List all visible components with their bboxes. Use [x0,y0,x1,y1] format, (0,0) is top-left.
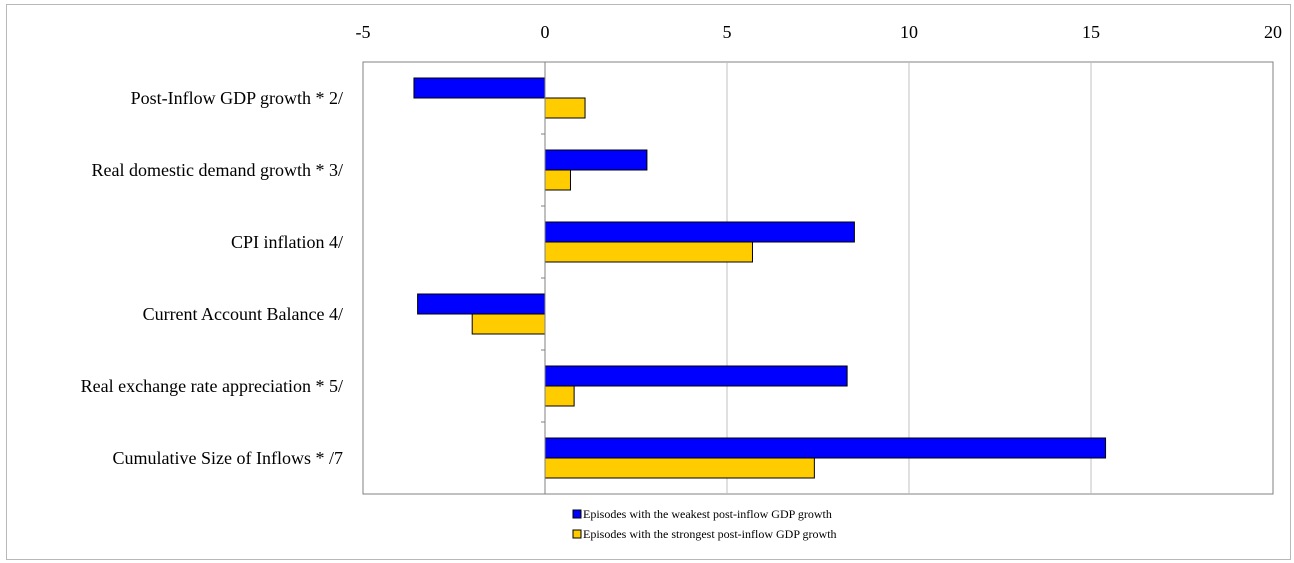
bar-strongest-2 [544,241,753,263]
category-labels: Post-Inflow GDP growth * 2/Real domestic… [81,88,343,468]
legend-label-0: Episodes with the weakest post-inflow GD… [583,507,832,521]
category-label: Real domestic demand growth * 3/ [92,160,343,180]
x-tick-label: 0 [541,22,550,42]
legend-swatch-1 [572,529,582,539]
category-label: Current Account Balance 4/ [143,304,343,324]
x-tick-label: 20 [1264,22,1282,42]
bar-weakest-0 [413,77,546,99]
bar-strongest-4 [544,385,575,407]
bar-strongest-3 [471,313,546,335]
bar-strongest-5 [544,457,815,479]
category-label: CPI inflation 4/ [231,232,343,252]
plot-area [362,61,1274,495]
category-label: Cumulative Size of Inflows * /7 [113,448,343,468]
bars [413,77,1107,479]
legend-label-1: Episodes with the strongest post-inflow … [583,527,837,541]
bar-weakest-1 [544,149,648,171]
x-tick-label: 10 [900,22,918,42]
legend-swatch-0 [572,509,582,519]
x-tick-label: 5 [723,22,732,42]
bar-weakest-2 [544,221,855,243]
x-axis-ticks: -5 0 5 10 15 20 [356,22,1283,42]
bar-strongest-1 [544,169,571,191]
gridlines [726,62,1092,494]
x-tick-label: -5 [356,22,371,42]
category-label: Real exchange rate appreciation * 5/ [81,376,343,396]
zero-axis [541,61,546,495]
bar-weakest-3 [417,293,546,315]
legend: Episodes with the weakest post-inflow GD… [572,507,837,541]
x-tick-label: 15 [1082,22,1100,42]
bar-weakest-5 [544,437,1107,459]
bar-strongest-0 [544,97,586,119]
category-label: Post-Inflow GDP growth * 2/ [131,88,343,108]
bar-weakest-4 [544,365,848,387]
